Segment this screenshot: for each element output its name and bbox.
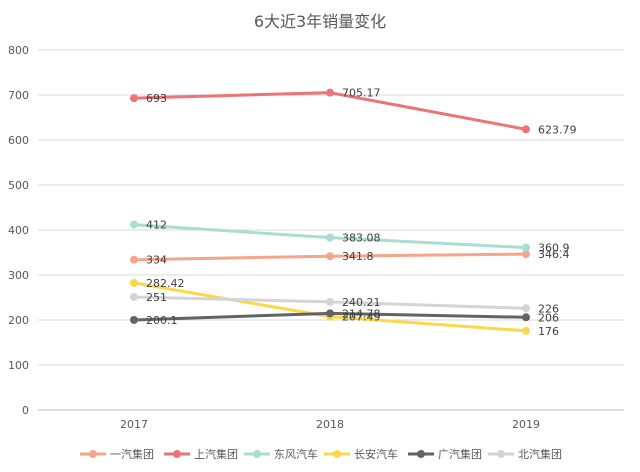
data-label: 251 (146, 291, 167, 304)
legend-marker (497, 450, 505, 458)
x-tick-label: 2017 (120, 418, 148, 431)
y-tick-label: 400 (8, 224, 29, 237)
legend: 一汽集团 上汽集团 东风汽车 长安汽车 广汽集团 北汽集团 (80, 447, 562, 461)
legend-item: 上汽集团 (164, 447, 238, 461)
x-axis-ticks: 2017 2018 2019 (120, 418, 540, 431)
data-point (522, 313, 530, 322)
legend-item: 广汽集团 (408, 447, 482, 461)
data-point (522, 250, 530, 259)
data-label: 206 (538, 311, 559, 324)
x-tick-label: 2018 (316, 418, 344, 431)
data-label: 693 (146, 92, 167, 105)
data-point (522, 304, 530, 313)
y-tick-label: 500 (8, 179, 29, 192)
data-label: 334 (146, 254, 167, 267)
series-line (132, 91, 528, 131)
legend-label: 广汽集团 (438, 447, 482, 461)
data-label: 226 (538, 302, 559, 315)
legend-label: 北汽集团 (518, 447, 562, 461)
legend-label: 上汽集团 (194, 447, 238, 461)
data-point (326, 233, 334, 242)
data-point (130, 255, 138, 264)
x-tick-label: 2019 (512, 418, 540, 431)
legend-item: 北汽集团 (488, 447, 562, 461)
series-3 (130, 220, 530, 252)
data-point (130, 94, 138, 103)
data-label: 240.21 (342, 296, 381, 309)
data-point (522, 243, 530, 252)
y-tick-label: 600 (8, 134, 29, 147)
y-tick-label: 800 (8, 44, 29, 57)
data-point (326, 88, 334, 97)
data-labels: 334 341.8 346.4 693 705.17 623.79 412 383.08 360… (146, 87, 577, 338)
data-label: 623.79 (538, 123, 577, 136)
legend-marker (417, 450, 425, 458)
grid-lines (38, 49, 624, 411)
series-6 (130, 293, 530, 313)
y-tick-label: 100 (8, 359, 29, 372)
legend-marker (253, 450, 261, 458)
legend-label: 一汽集团 (110, 447, 154, 461)
data-label: 214.78 (342, 307, 381, 320)
data-label: 412 (146, 219, 167, 232)
data-point (326, 297, 334, 306)
data-label: 346.4 (538, 248, 570, 261)
y-tick-label: 200 (8, 314, 29, 327)
legend-marker (333, 450, 341, 458)
data-label: 705.17 (342, 87, 381, 100)
data-label: 200.1 (146, 314, 178, 327)
legend-marker (89, 450, 97, 458)
data-point (522, 326, 530, 335)
legend-label: 长安汽车 (354, 447, 398, 461)
series-layer (130, 88, 530, 335)
y-tick-label: 300 (8, 269, 29, 282)
y-axis-ticks: 0 100 200 300 400 500 600 700 800 (8, 44, 29, 417)
series-5 (130, 309, 530, 324)
data-label: 282.42 (146, 277, 185, 290)
legend-item: 长安汽车 (324, 447, 398, 461)
legend-item: 一汽集团 (80, 447, 154, 461)
legend-item: 东风汽车 (244, 447, 318, 461)
data-point (130, 220, 138, 229)
legend-marker (173, 450, 181, 458)
data-point (130, 278, 138, 287)
data-point (326, 252, 334, 261)
y-tick-label: 700 (8, 89, 29, 102)
data-label: 383.08 (342, 232, 381, 245)
data-point (130, 293, 138, 302)
chart-title: 6大近3年销量变化 (254, 12, 386, 31)
data-label: 207.49 (342, 311, 381, 324)
data-point (326, 309, 334, 318)
data-label: 341.8 (342, 250, 374, 263)
data-point (522, 125, 530, 134)
data-point (130, 315, 138, 324)
series-2 (130, 88, 530, 134)
legend-label: 东风汽车 (274, 447, 318, 461)
data-label: 360.9 (538, 242, 570, 255)
data-label: 176 (538, 325, 559, 338)
series-1 (130, 250, 530, 264)
y-tick-label: 0 (22, 404, 29, 417)
